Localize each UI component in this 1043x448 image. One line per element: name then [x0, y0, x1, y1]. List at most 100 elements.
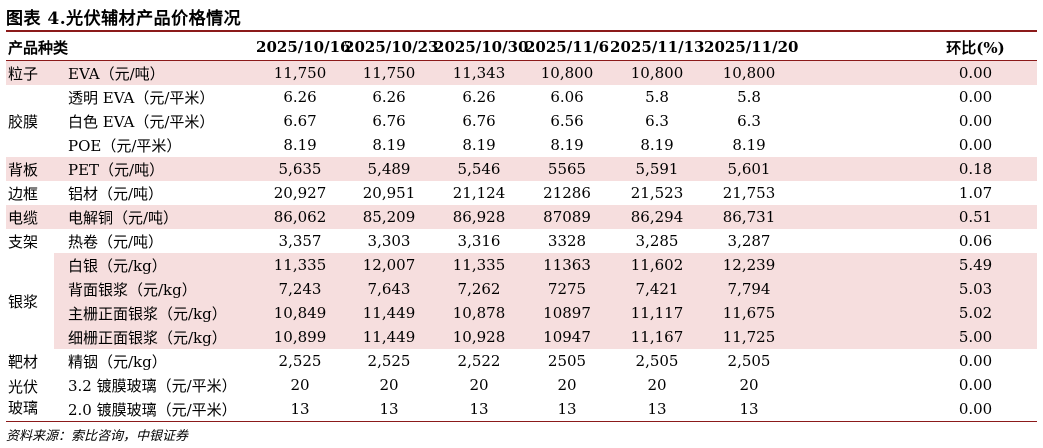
price-value: 6.06	[550, 88, 584, 106]
figure-title: 图表 4.光伏辅材产品价格情况	[6, 9, 242, 29]
change-value: 0.18	[794, 157, 1038, 181]
price-value: 13	[739, 400, 759, 418]
table-body: 粒子 EVA（元/吨） 11,750 11,750 11,343 10,800 10,800…	[6, 60, 1038, 422]
price-value: 2,525	[367, 352, 411, 370]
price-value: 13	[557, 400, 577, 418]
header-date: 2025/11/6	[525, 38, 610, 56]
price-value: 10,800	[610, 60, 705, 85]
table-row: 靶材 精铟（元/kg） 2,525 2,525 2,522 2505 2,505 2,505 0…	[6, 349, 1037, 373]
title-rule	[6, 30, 1037, 32]
category-cell: 背板	[6, 157, 54, 181]
header-date: 2025/10/16	[256, 38, 351, 56]
price-value: 11,725	[704, 325, 795, 349]
price-value: 5.8	[645, 88, 669, 106]
price-value: 20	[469, 376, 489, 394]
price-value: 11,343	[434, 60, 525, 85]
price-value: 21,753	[722, 184, 776, 202]
price-value: 7,421	[610, 277, 705, 301]
price-value: 5,601	[704, 157, 795, 181]
item-name: PET（元/吨）	[54, 157, 257, 181]
change-value: 0.00	[958, 136, 993, 154]
change-value: 0.00	[958, 376, 993, 394]
header-row: 产品种类 2025/10/16 2025/10/23 2025/10/30 2025/1…	[6, 34, 1038, 61]
price-value: 7,262	[434, 277, 525, 301]
category-cell: 电缆	[6, 205, 54, 229]
price-value: 3,357	[278, 232, 322, 250]
price-value: 12,239	[704, 253, 795, 277]
price-value: 11,750	[256, 60, 345, 85]
price-value: 10,800	[704, 60, 795, 85]
price-value: 11,675	[704, 301, 795, 325]
change-value: 0.00	[958, 88, 993, 106]
price-value: 20	[739, 376, 759, 394]
price-value: 8.19	[732, 136, 766, 154]
header-date: 2025/11/20	[704, 38, 799, 56]
price-value: 20	[290, 376, 310, 394]
price-value: 86,928	[434, 205, 525, 229]
price-value: 6.3	[737, 112, 761, 130]
price-value: 8.19	[283, 136, 317, 154]
price-value: 8.19	[640, 136, 674, 154]
price-value: 10,878	[434, 301, 525, 325]
price-value: 20	[647, 376, 667, 394]
price-value: 21286	[543, 184, 591, 202]
item-name: 透明 EVA（元/平米）	[68, 88, 215, 107]
price-value: 13	[469, 400, 489, 418]
header-date: 2025/11/13	[610, 38, 705, 56]
price-value: 7,643	[344, 277, 435, 301]
price-value: 3,287	[727, 232, 771, 250]
price-value: 5.8	[737, 88, 761, 106]
change-value: 1.07	[958, 184, 993, 202]
price-value: 11,167	[610, 325, 705, 349]
price-value: 7275	[524, 277, 611, 301]
price-value: 5,591	[610, 157, 705, 181]
table-row: 背板 PET（元/吨） 5,635 5,489 5,546 5565 5,591 5,601 0…	[6, 157, 1038, 181]
price-value: 6.3	[645, 112, 669, 130]
item-name: 背面银浆（元/kg）	[54, 277, 257, 301]
item-name: 主栅正面银浆（元/kg）	[54, 301, 257, 325]
price-value: 2,505	[635, 352, 679, 370]
item-name: 3.2 镀膜玻璃（元/平米）	[68, 376, 237, 395]
price-table: 产品种类 2025/10/16 2025/10/23 2025/10/30 2025/1…	[6, 34, 1038, 422]
category-cell: 光伏 玻璃	[8, 378, 39, 417]
table-row: 边框 铝材（元/吨） 20,927 20,951 21,124 21286 21,523 21…	[6, 181, 1037, 205]
price-value: 2,525	[278, 352, 322, 370]
change-value: 0.00	[958, 112, 993, 130]
change-value: 5.02	[794, 301, 1038, 325]
price-value: 11,449	[344, 301, 435, 325]
category-cell: 边框	[8, 184, 39, 203]
price-value: 20	[557, 376, 577, 394]
price-value: 11,602	[610, 253, 705, 277]
price-value: 5,635	[256, 157, 345, 181]
table-row: 电缆 电解铜（元/吨） 86,062 85,209 86,928 87089 86,294 8…	[6, 205, 1038, 229]
item-name: 细栅正面银浆（元/kg）	[54, 325, 257, 349]
price-value: 6.56	[550, 112, 584, 130]
table-row: POE（元/平米） 8.19 8.19 8.19 8.19 8.19 8.19 0.00	[6, 133, 1037, 157]
item-name: 铝材（元/吨）	[68, 184, 164, 203]
price-value: 3,316	[457, 232, 501, 250]
item-name: 电解铜（元/吨）	[54, 205, 257, 229]
table-row: 细栅正面银浆（元/kg） 10,899 11,449 10,928 10947 11,16…	[6, 325, 1038, 349]
category-cell: 靶材	[8, 352, 39, 371]
price-value: 8.19	[462, 136, 496, 154]
category-cell: 支架	[8, 232, 39, 251]
price-value: 6.26	[372, 88, 406, 106]
price-value: 21,124	[452, 184, 506, 202]
price-value: 20,951	[362, 184, 416, 202]
price-value: 3,303	[367, 232, 411, 250]
price-value: 21,523	[630, 184, 684, 202]
item-name: EVA（元/吨）	[54, 60, 257, 85]
price-value: 6.26	[462, 88, 496, 106]
price-value: 87089	[524, 205, 611, 229]
category-cell: 胶膜	[8, 112, 39, 131]
item-name: 热卷（元/吨）	[68, 232, 164, 251]
price-value: 8.19	[372, 136, 406, 154]
change-value: 0.51	[794, 205, 1038, 229]
change-value: 5.00	[794, 325, 1038, 349]
price-value: 7,794	[704, 277, 795, 301]
price-value: 13	[379, 400, 399, 418]
price-value: 20,927	[273, 184, 327, 202]
table-row: 胶膜 透明 EVA（元/平米） 6.26 6.26 6.26 6.06 5.8 5.8 0.00	[6, 85, 1037, 131]
price-value: 11,335	[256, 253, 345, 277]
price-value: 7,243	[256, 277, 345, 301]
